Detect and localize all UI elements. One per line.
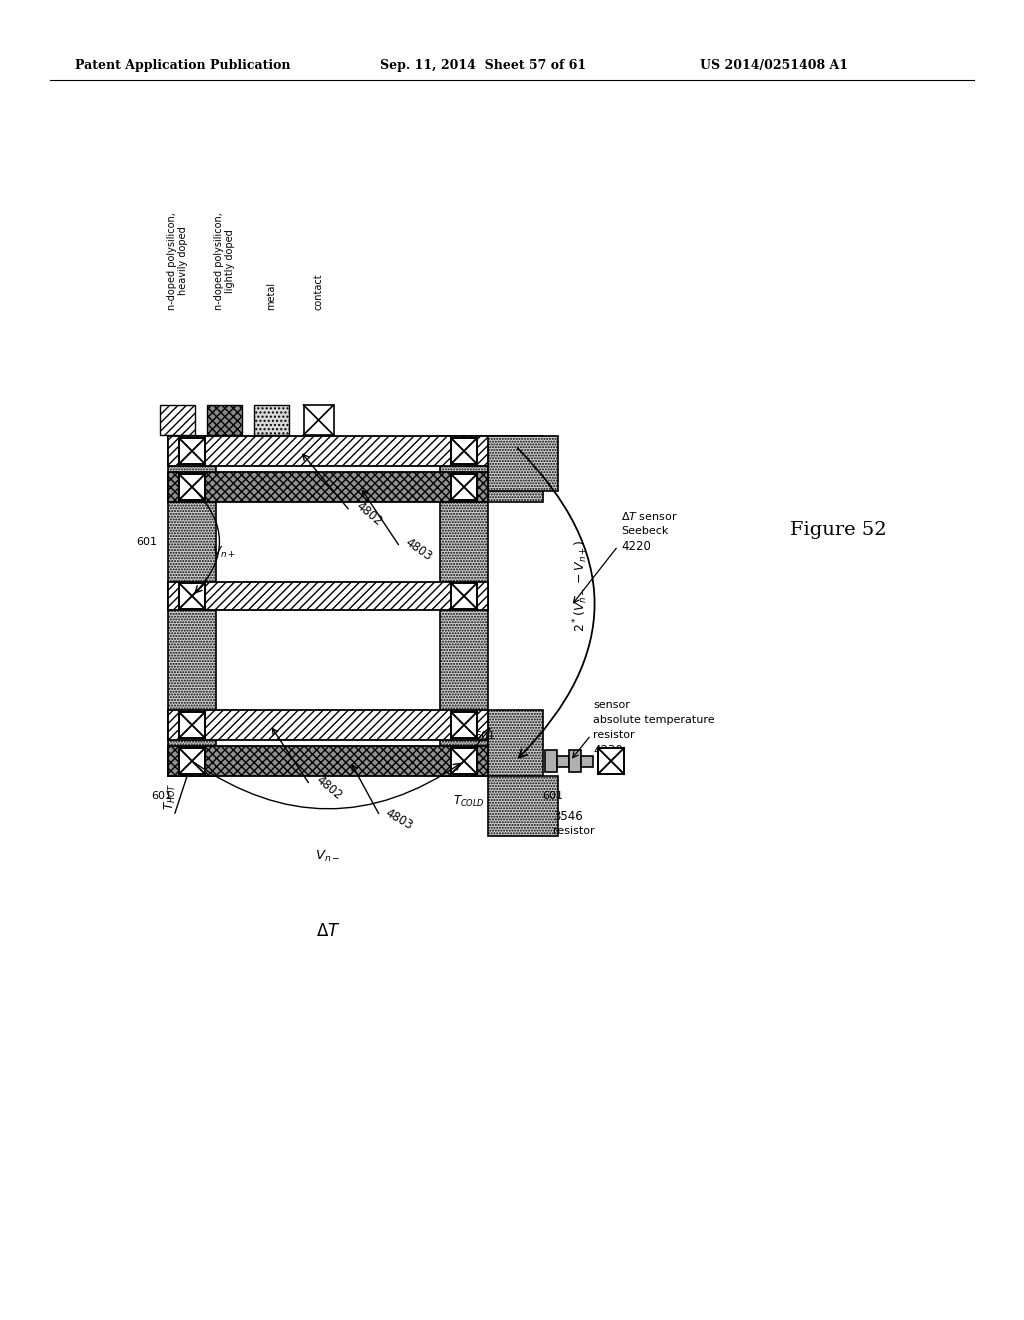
- Text: absolute temperature: absolute temperature: [593, 715, 715, 725]
- Text: $T_{COLD}$: $T_{COLD}$: [453, 793, 485, 809]
- Bar: [451, 474, 477, 500]
- Text: resistor: resistor: [553, 826, 595, 836]
- Bar: [557, 755, 569, 767]
- Text: 4220: 4220: [621, 540, 651, 553]
- Text: 601: 601: [543, 791, 563, 801]
- Bar: [303, 405, 334, 436]
- Bar: [488, 436, 543, 502]
- Bar: [207, 405, 242, 436]
- Bar: [168, 746, 488, 776]
- Text: $T_{HOT}$: $T_{HOT}$: [163, 783, 177, 809]
- Text: $\Delta T$: $\Delta T$: [315, 921, 340, 940]
- Bar: [179, 438, 205, 465]
- Text: $2^*(V_{n-} - V_{n+})$: $2^*(V_{n-} - V_{n+})$: [571, 540, 590, 632]
- Bar: [488, 436, 558, 491]
- Bar: [168, 436, 488, 466]
- Bar: [598, 748, 624, 774]
- Bar: [179, 748, 205, 774]
- Text: 4802: 4802: [353, 499, 384, 528]
- Text: $V_{n+}$: $V_{n+}$: [212, 544, 237, 560]
- Bar: [488, 776, 558, 836]
- Text: 3546: 3546: [553, 809, 583, 822]
- Text: $V_{n-}$: $V_{n-}$: [315, 849, 341, 863]
- Bar: [168, 473, 488, 502]
- Text: resistor: resistor: [593, 730, 635, 741]
- Text: 4803: 4803: [383, 807, 415, 832]
- Text: Sep. 11, 2014  Sheet 57 of 61: Sep. 11, 2014 Sheet 57 of 61: [380, 58, 586, 71]
- Bar: [488, 710, 543, 776]
- Bar: [451, 438, 477, 465]
- Text: 4230: 4230: [593, 743, 623, 756]
- Text: n-doped polysilicon,
lightly doped: n-doped polysilicon, lightly doped: [214, 213, 236, 310]
- Bar: [179, 474, 205, 500]
- FancyArrowPatch shape: [517, 447, 595, 758]
- Text: $\Delta T$ sensor: $\Delta T$ sensor: [621, 510, 678, 521]
- Bar: [168, 582, 488, 610]
- Bar: [168, 436, 216, 776]
- Bar: [581, 755, 593, 767]
- Bar: [451, 748, 477, 774]
- Text: n-doped polysilicon,
heavily doped: n-doped polysilicon, heavily doped: [167, 213, 188, 310]
- Text: 601: 601: [474, 731, 495, 741]
- Text: sensor: sensor: [593, 700, 630, 710]
- Text: 601: 601: [136, 537, 158, 546]
- Text: metal: metal: [266, 282, 276, 310]
- Text: contact: contact: [313, 273, 324, 310]
- Bar: [451, 711, 477, 738]
- FancyArrowPatch shape: [195, 763, 461, 809]
- Bar: [160, 405, 195, 436]
- Bar: [440, 436, 488, 776]
- Text: 4803: 4803: [403, 536, 435, 564]
- Bar: [569, 750, 581, 772]
- FancyArrowPatch shape: [194, 488, 219, 593]
- Bar: [254, 405, 289, 436]
- Bar: [179, 711, 205, 738]
- Bar: [451, 583, 477, 609]
- Text: US 2014/0251408 A1: US 2014/0251408 A1: [700, 58, 848, 71]
- Bar: [179, 583, 205, 609]
- Text: Seebeck: Seebeck: [621, 525, 669, 536]
- Bar: [168, 710, 488, 741]
- Text: 601: 601: [152, 791, 172, 801]
- Text: 4802: 4802: [313, 774, 344, 803]
- Bar: [545, 750, 557, 772]
- Text: Patent Application Publication: Patent Application Publication: [75, 58, 291, 71]
- Text: Figure 52: Figure 52: [790, 521, 887, 539]
